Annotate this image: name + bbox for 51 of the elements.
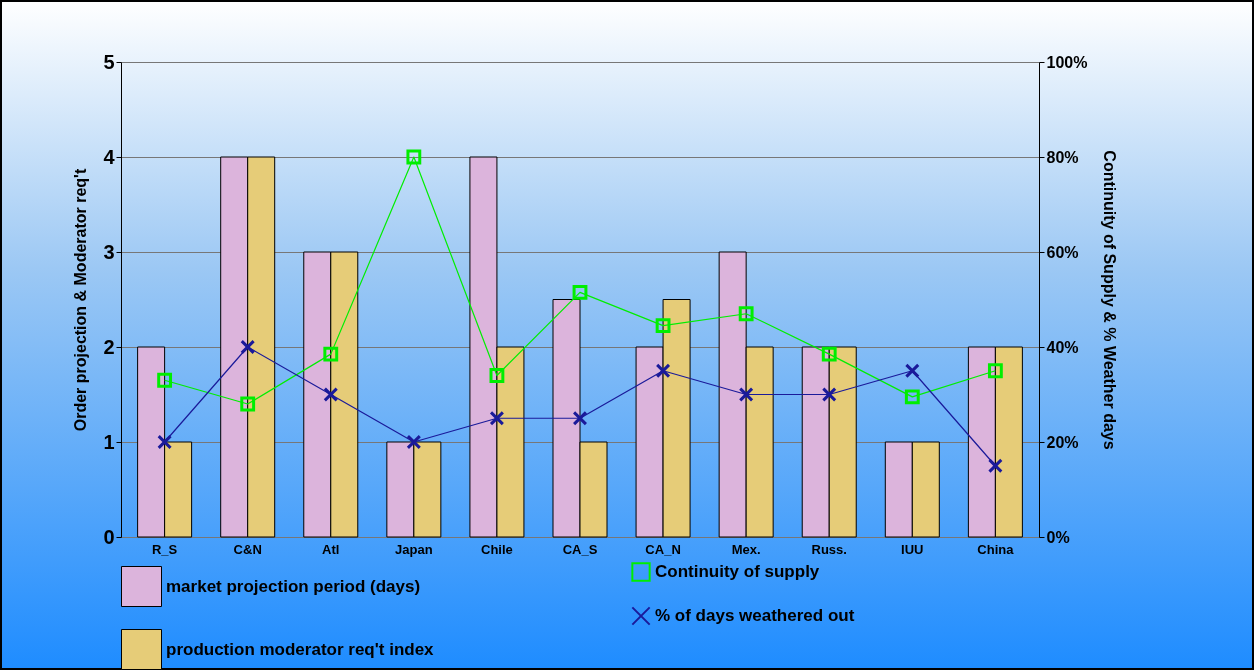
x-tick-label: IUU bbox=[901, 541, 924, 557]
point bbox=[406, 149, 422, 165]
point bbox=[406, 434, 422, 450]
point bbox=[738, 306, 754, 322]
x-tick-label: Japan bbox=[395, 541, 433, 557]
point bbox=[904, 389, 920, 405]
point bbox=[489, 368, 505, 383]
point bbox=[987, 363, 1003, 379]
x-tick-label: C&N bbox=[233, 541, 262, 557]
point bbox=[489, 410, 505, 426]
point bbox=[655, 363, 671, 379]
x-tick-label: Chile bbox=[481, 541, 513, 557]
x-tick-label: Mex. bbox=[731, 541, 761, 557]
point bbox=[738, 387, 754, 402]
legend-label: market projection period (days) bbox=[166, 576, 421, 596]
point bbox=[157, 372, 173, 388]
point bbox=[323, 346, 339, 362]
y-tick-label: 1 bbox=[103, 430, 115, 453]
y2-tick-label: 40% bbox=[1046, 338, 1079, 356]
x-tick-label: Russ. bbox=[811, 541, 847, 557]
point bbox=[821, 346, 837, 362]
x-tick-label: CA_S bbox=[562, 541, 598, 557]
y2-tick-label: 20% bbox=[1046, 433, 1079, 451]
x-tick-label: China bbox=[977, 541, 1015, 557]
point bbox=[821, 387, 837, 402]
point bbox=[987, 458, 1003, 474]
y-axis-title: Order projection & Moderator req't bbox=[72, 168, 90, 432]
point bbox=[572, 410, 588, 426]
point bbox=[240, 396, 256, 412]
point bbox=[157, 434, 173, 450]
x-tick-label: CA_N bbox=[645, 541, 681, 557]
x-tick-label: Atl bbox=[322, 541, 340, 557]
y-tick-label: 0 bbox=[103, 525, 115, 548]
y-tick-label: 3 bbox=[103, 240, 115, 263]
y2-tick-label: 60% bbox=[1046, 243, 1079, 261]
y-tick-label: 4 bbox=[103, 145, 116, 168]
y2-tick-label: 0% bbox=[1046, 528, 1070, 546]
legend-label: Continuity of supply bbox=[655, 562, 820, 581]
point bbox=[904, 363, 920, 379]
legend-label: % of days weathered out bbox=[655, 606, 855, 625]
y-tick-label: 5 bbox=[103, 50, 115, 73]
y2-tick-label: 100% bbox=[1046, 53, 1088, 71]
point bbox=[655, 318, 671, 334]
y2-axis-title: Continuity of Supply & % Weather days bbox=[1101, 150, 1119, 450]
x-tick-label: R_S bbox=[151, 541, 178, 557]
legend-label: production moderator req't index bbox=[166, 639, 435, 659]
point bbox=[572, 284, 588, 300]
point bbox=[323, 387, 339, 402]
y2-tick-label: 80% bbox=[1046, 148, 1079, 166]
point bbox=[240, 339, 256, 355]
y-tick-label: 2 bbox=[103, 335, 115, 358]
